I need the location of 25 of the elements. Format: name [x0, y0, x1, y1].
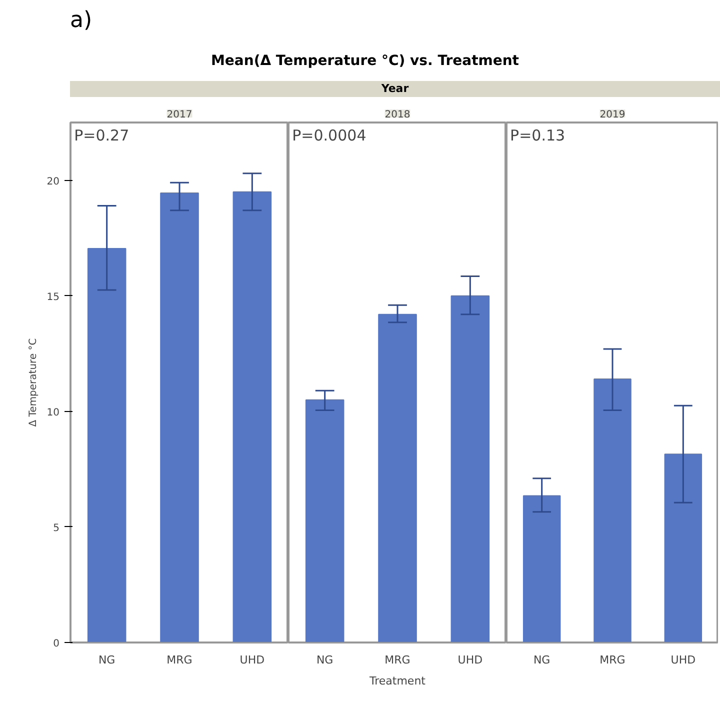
y-tick-label: 15	[46, 292, 60, 303]
chart-title: 2017	[166, 109, 192, 120]
text: Mean(Δ Temperature °C) vs. Treatment	[210, 52, 519, 71]
x-tick-label: UHD	[670, 653, 696, 666]
x-tick-label: MRG	[384, 653, 410, 666]
y-axis-title: Δ Temperature °C	[28, 338, 39, 426]
text: Year	[381, 81, 409, 97]
x-tick-label: NG	[316, 653, 334, 666]
x-tick-label: NG	[98, 653, 116, 666]
y-tick-label: 10	[46, 407, 60, 418]
text: a)	[70, 7, 92, 35]
x-tick-label: NG	[533, 653, 550, 666]
y-tick-label: 5	[53, 522, 60, 534]
x-axis-title: Treatment	[368, 674, 426, 688]
annotation: P=0.27	[74, 126, 130, 144]
chart-title: 2018	[384, 109, 410, 120]
y-tick-label: 20	[46, 176, 60, 187]
chart-title: 2019	[600, 109, 626, 120]
y-tick-label: 0	[53, 638, 60, 650]
x-tick-label: UHD	[240, 653, 265, 666]
x-tick-label: MRG	[166, 653, 192, 666]
x-tick-label: MRG	[600, 653, 626, 666]
x-tick-label: UHD	[458, 653, 483, 666]
annotation: P=0.13	[510, 126, 566, 144]
annotation: P=0.0004	[292, 126, 366, 144]
